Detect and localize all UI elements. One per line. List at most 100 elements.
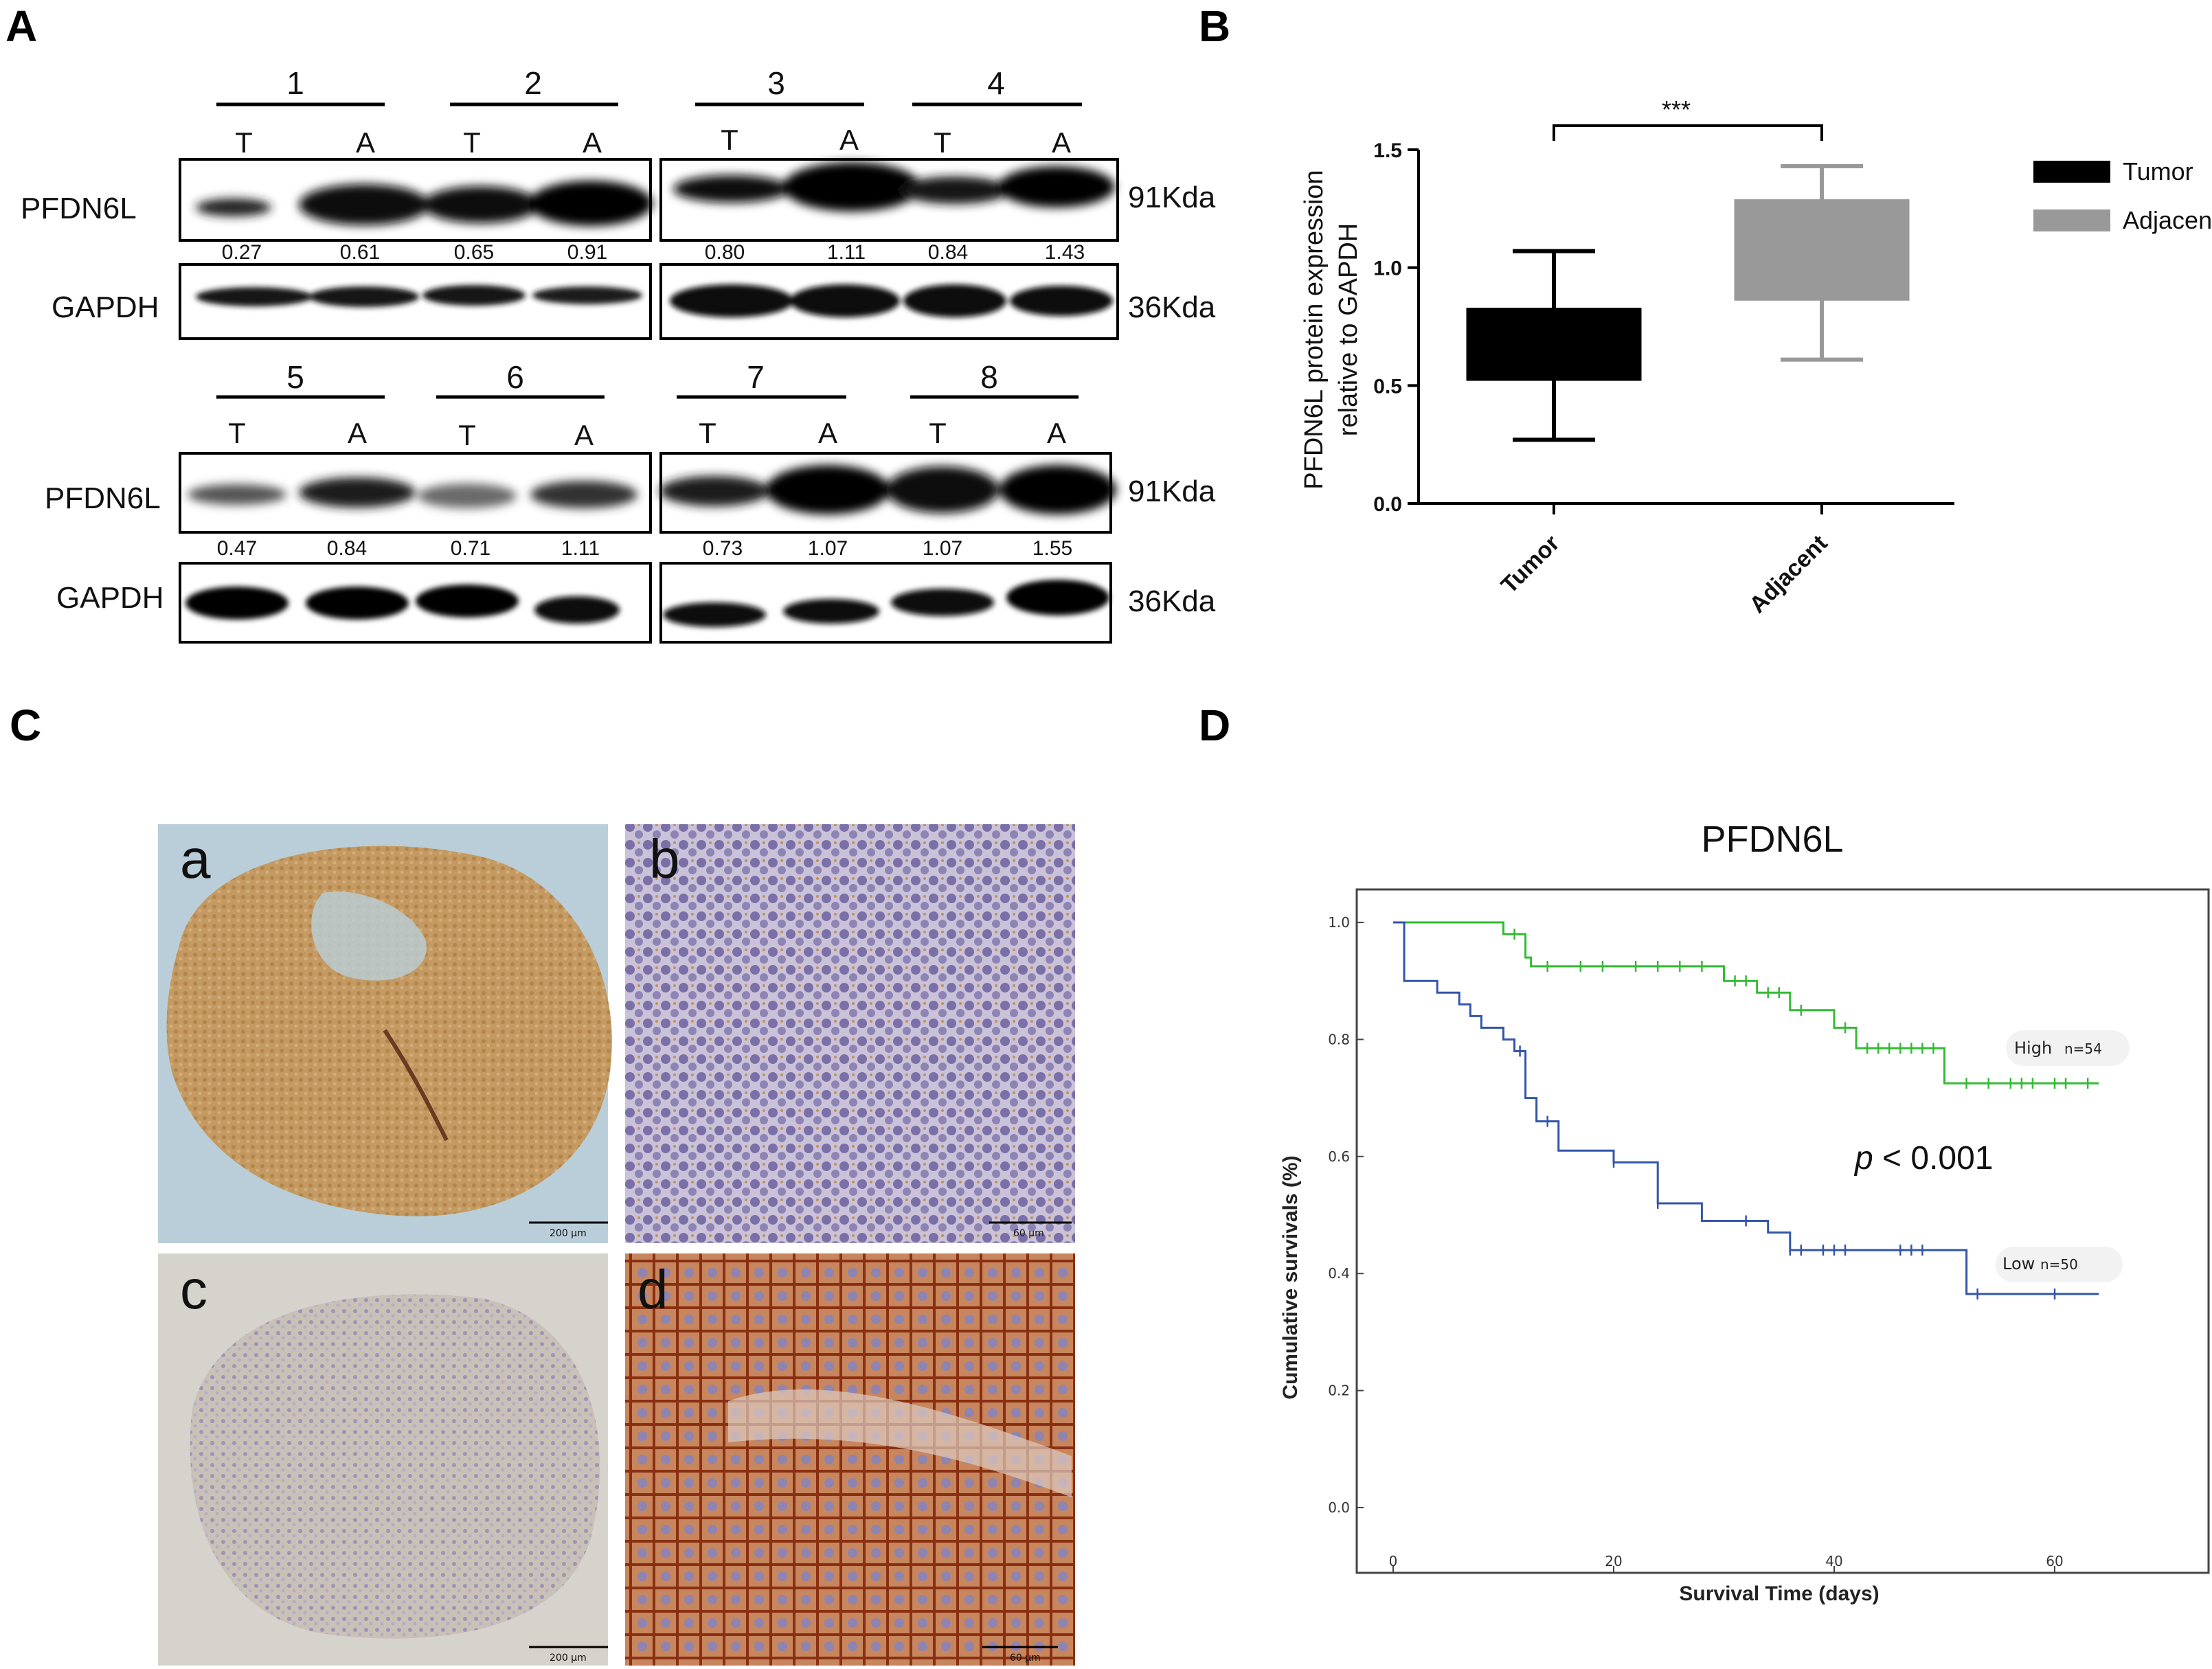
scale-bar-label: 60 μm — [1010, 1653, 1041, 1664]
band-value: 0.80 — [705, 241, 745, 264]
axes: 0.0 0.2 0.4 0.6 0.8 1.0 0 20 40 60 — [1328, 914, 2064, 1573]
sample-number: 4 — [987, 65, 1005, 101]
lane-label-t: T — [228, 417, 246, 449]
ihc-panel: a 200 μm b 60 μm c 200 μm d 60 μm — [158, 824, 1075, 1666]
lane-label-a: A — [818, 417, 837, 449]
sample-number: 8 — [980, 359, 998, 395]
y-tick-label: 0.2 — [1328, 1383, 1350, 1399]
lane-label-t: T — [929, 417, 947, 449]
ihc-image-a: a 200 μm — [158, 824, 612, 1243]
sample-header-7: 7 — [677, 359, 846, 399]
x-tick-label: 0 — [1389, 1553, 1398, 1569]
sample-header-8: 8 — [910, 359, 1079, 399]
control-bands-row1 — [196, 284, 1113, 317]
sample-number: 2 — [524, 65, 542, 101]
band-value: 1.07 — [808, 537, 848, 560]
y-tick-label: 1.0 — [1328, 914, 1350, 931]
group-name: Low — [2002, 1254, 2035, 1273]
scale-bar-label: 200 μm — [550, 1228, 587, 1239]
lane-label-a: A — [348, 417, 367, 449]
box-tumor — [1466, 308, 1642, 381]
sample-number: 6 — [506, 359, 524, 395]
panel-label-a: A — [5, 1, 37, 51]
y-axis-label-line2: relative to GAPDH — [1334, 223, 1363, 436]
scale-bar-label: 200 μm — [550, 1653, 587, 1664]
control-size-label: 36Kda — [1128, 291, 1216, 324]
band-value: 0.73 — [703, 537, 743, 560]
y-tick-label: 0.4 — [1328, 1265, 1350, 1282]
protein-bands-row1 — [196, 162, 1115, 226]
lane-label-a: A — [1052, 126, 1071, 159]
y-tick-label: 0.5 — [1373, 375, 1402, 398]
sample-number: 1 — [286, 65, 304, 101]
protein-size-label: 91Kda — [1128, 475, 1216, 508]
lane-label-a: A — [574, 419, 594, 451]
legend-swatch-adjacent — [2033, 209, 2110, 231]
protein-label: PFDN6L — [21, 192, 137, 225]
y-tick-label: 0.8 — [1328, 1031, 1350, 1047]
p-symbol: p — [1853, 1140, 1873, 1177]
sample-header-5: 5 — [216, 359, 385, 399]
x-tick-label: 40 — [1825, 1553, 1842, 1569]
ihc-label: d — [637, 1259, 668, 1320]
sample-header-3: 3 — [695, 65, 864, 106]
sample-number: 7 — [747, 359, 765, 395]
band-value: 1.11 — [561, 537, 600, 560]
band-value: 1.07 — [923, 537, 962, 560]
y-axis-label: Cumulative survivals (%) — [1279, 1155, 1302, 1399]
sample-number: 5 — [286, 359, 304, 395]
p-value: < 0.001 — [1882, 1140, 1993, 1177]
protein-size-label: 91Kda — [1128, 181, 1216, 214]
p-value-annotation: p < 0.001 — [1853, 1140, 1993, 1177]
survival-plot: PFDN6L 0.0 0.2 0.4 0.6 0.8 1.0 0 20 40 60 Cumulat… — [1279, 819, 2210, 1605]
band-value: 0.84 — [327, 537, 367, 560]
band-values-row2: 0.47 0.84 0.71 1.11 0.73 1.07 1.07 1.55 — [217, 537, 1072, 560]
x-tick-label: 60 — [2046, 1553, 2063, 1569]
sample-number: 3 — [767, 65, 785, 101]
ihc-label: a — [180, 828, 211, 889]
lane-label-a: A — [356, 126, 375, 159]
lane-label-a: A — [839, 124, 859, 156]
band-value: 1.11 — [827, 241, 866, 264]
scale-bar-label: 60 μm — [1013, 1228, 1044, 1239]
lane-labels-row2: T A T A T A T A — [228, 417, 1066, 451]
y-tick-label: 0.0 — [1328, 1499, 1350, 1516]
lane-labels-row1: T A T A T A T A — [235, 124, 1071, 159]
lane-label-t: T — [458, 419, 476, 451]
band-value: 1.55 — [1032, 537, 1072, 560]
control-size-label: 36Kda — [1128, 584, 1216, 618]
band-value: 0.47 — [217, 537, 257, 560]
band-value: 0.27 — [222, 241, 262, 264]
band-value: 0.65 — [454, 241, 494, 264]
band-values-row1: 0.27 0.61 0.65 0.91 0.80 1.11 0.84 1.43 — [222, 241, 1085, 264]
y-tick-label: 0.0 — [1373, 493, 1402, 516]
control-label: GAPDH — [56, 581, 163, 615]
y-axis-label: PFDN6L protein expression relative to GA… — [1300, 170, 1363, 489]
legend-label-adjacent: Adjacent — [2123, 206, 2212, 234]
band-value: 1.43 — [1045, 241, 1085, 264]
x-category-label: Adjacent — [1744, 530, 1832, 618]
x-category-label: Tumor — [1496, 530, 1565, 599]
legend-swatch-tumor — [2033, 161, 2110, 183]
group-name: High — [2014, 1038, 2052, 1058]
lane-label-t: T — [463, 126, 481, 159]
lane-label-a: A — [1047, 417, 1066, 449]
western-blot-panel: 1 2 3 4 T A T A T A T A PFDN6L GAPDH — [21, 65, 1216, 644]
panel-label-c: C — [10, 701, 41, 750]
group-label-high: High n=54 — [2006, 1030, 2130, 1066]
ihc-image-b: b 60 μm — [625, 824, 1075, 1243]
sample-header-4: 4 — [912, 65, 1082, 106]
box-adjacent — [1734, 199, 1910, 301]
ihc-label: b — [649, 828, 680, 889]
sample-header-2: 2 — [450, 65, 618, 106]
curves — [1393, 921, 2099, 1300]
ihc-image-d: d 60 μm — [625, 1253, 1075, 1666]
legend-label-tumor: Tumor — [2123, 157, 2193, 185]
significance-stars: *** — [1662, 95, 1691, 124]
panel-label-b: B — [1199, 1, 1230, 51]
y-tick-label: 1.0 — [1373, 258, 1402, 280]
box-plot: PFDN6L protein expression relative to GA… — [1300, 95, 2212, 618]
survival-curve-high — [1393, 921, 2099, 1085]
group-label-low: Low n=50 — [1996, 1247, 2123, 1282]
